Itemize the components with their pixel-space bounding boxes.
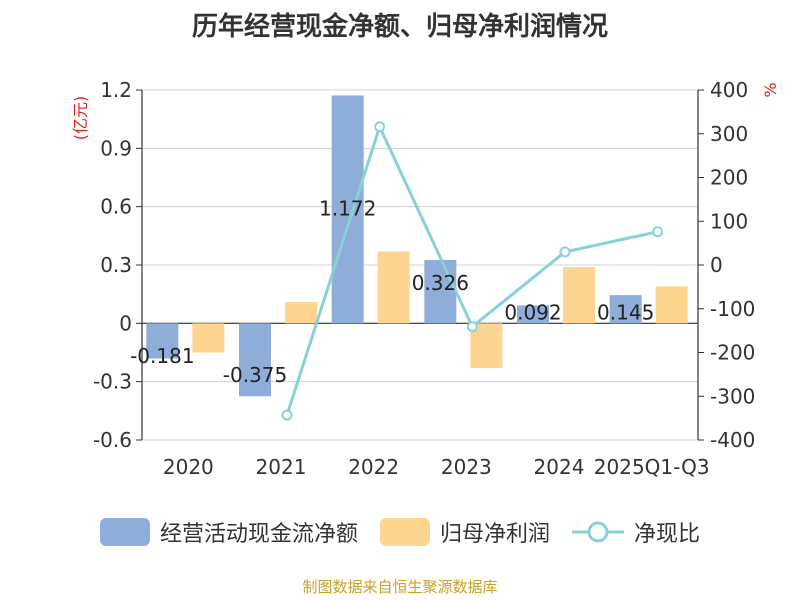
cash-ratio-point [281, 409, 293, 421]
right-tick-label: -400 [710, 428, 755, 452]
legend-label-net-profit: 归母净利润 [439, 522, 550, 547]
x-tick-label: 2025Q1-Q3 [594, 455, 710, 479]
x-tick-label: 2024 [534, 455, 585, 479]
legend-swatch-operating-cashflow [99, 518, 150, 546]
x-tick-label: 2023 [441, 455, 492, 479]
bar-net-profit [655, 286, 688, 324]
data-label-operating-cashflow: -0.375 [223, 363, 287, 387]
legend-swatch-net-profit [379, 518, 430, 546]
left-tick-label: 1.2 [100, 78, 132, 102]
right-axis-label: % [761, 82, 780, 97]
x-tick-label: 2022 [348, 455, 399, 479]
bar-operating-cashflow [331, 95, 364, 324]
data-label-operating-cashflow: 0.326 [412, 271, 469, 295]
bar-net-profit [192, 323, 225, 353]
cash-ratio-point [374, 121, 386, 133]
data-label-operating-cashflow: 1.172 [319, 196, 376, 220]
legend-item-cash-ratio[interactable]: 净现比 [572, 516, 700, 548]
left-tick-label: 0.9 [100, 136, 132, 160]
left-tick-label: 0 [119, 311, 132, 335]
right-tick-label: -200 [710, 341, 755, 365]
bar-operating-cashflow [146, 323, 179, 359]
bar-operating-cashflow [609, 295, 642, 324]
left-tick-label: -0.6 [93, 428, 132, 452]
legend-label-cash-ratio: 净现比 [634, 522, 701, 547]
right-tick-label: -100 [710, 297, 755, 321]
legend-swatch-cash-ratio [572, 521, 624, 543]
bar-net-profit [563, 266, 595, 324]
data-label-operating-cashflow: -0.181 [130, 344, 194, 368]
legend: 经营活动现金流净额 归母净利润 净现比 [0, 516, 800, 548]
left-tick-label: -0.3 [93, 370, 132, 394]
bar-operating-cashflow [424, 259, 457, 324]
bar-operating-cashflow [517, 305, 549, 324]
right-tick-label: -300 [710, 384, 755, 408]
source-note: 制图数据来自恒生聚源数据库 [302, 578, 498, 596]
right-tick-label: 200 [710, 166, 748, 190]
cash-ratio-point [559, 246, 571, 258]
legend-label-operating-cashflow: 经营活动现金流净额 [159, 522, 358, 547]
chart-title: 历年经营现金净额、归母净利润情况 [191, 12, 608, 42]
x-tick-label: 2020 [163, 455, 214, 479]
bar-operating-cashflow [239, 323, 271, 397]
legend-item-net-profit[interactable]: 归母净利润 [379, 516, 550, 548]
data-label-operating-cashflow: 0.092 [504, 300, 561, 324]
cash-ratio-point [652, 226, 664, 238]
right-tick-label: 0 [710, 253, 723, 277]
data-label-operating-cashflow: 0.145 [597, 300, 654, 324]
left-axis-label: (亿元) [71, 96, 90, 141]
cash-ratio-point [466, 321, 478, 333]
right-tick-label: 300 [710, 122, 748, 146]
right-tick-label: 100 [710, 209, 748, 233]
legend-item-operating-cashflow[interactable]: 经营活动现金流净额 [99, 516, 358, 548]
right-tick-label: 400 [710, 78, 748, 102]
bar-net-profit [285, 301, 317, 324]
left-tick-label: 0.6 [100, 195, 132, 219]
left-tick-label: 0.3 [100, 253, 132, 277]
bar-net-profit [377, 251, 410, 324]
x-tick-label: 2021 [256, 455, 307, 479]
